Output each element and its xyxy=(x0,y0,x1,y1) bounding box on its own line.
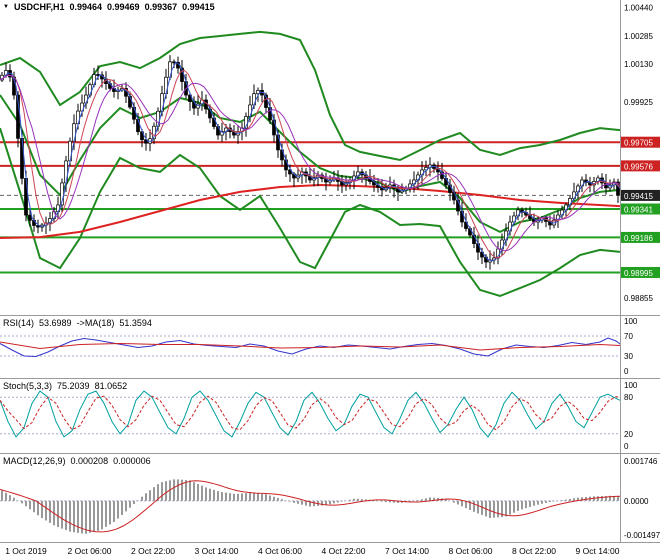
svg-text:0: 0 xyxy=(624,442,629,451)
main-chart-panel: 1.00440 1.00285 1.00130 0.99925 0.98855 0.997… xyxy=(0,0,660,316)
stochastic-canvas[interactable]: 100 80 20 0 xyxy=(0,379,660,453)
fast-moving-averages xyxy=(0,61,621,262)
rsi-panel: 100 70 30 0 RSI(14) 53.6989 ->MA(18) 51.359… xyxy=(0,316,660,379)
bollinger-bands xyxy=(0,30,621,298)
quote-high: 0.99469 xyxy=(107,2,140,12)
svg-text:0.99925: 0.99925 xyxy=(624,98,653,107)
svg-text:0.98855: 0.98855 xyxy=(624,294,653,303)
time-axis-label: 1 Oct 2019 xyxy=(5,546,47,556)
chart-marker-icon: ▼ xyxy=(3,4,9,10)
svg-text:0.0000: 0.0000 xyxy=(624,497,649,506)
time-axis-label: 4 Oct 22:00 xyxy=(321,546,366,556)
svg-text:100: 100 xyxy=(624,381,638,390)
svg-text:80: 80 xyxy=(624,393,633,402)
rsi-ma-name: ->MA(18) xyxy=(76,318,115,328)
stochastic-label: Stoch(5,3,3) 75.2039 81.0652 xyxy=(3,381,127,391)
svg-text:0.98995: 0.98995 xyxy=(624,269,653,278)
svg-text:-0.001497: -0.001497 xyxy=(624,531,660,540)
svg-text:20: 20 xyxy=(624,430,633,439)
svg-text:30: 30 xyxy=(624,352,633,361)
svg-text:0.99186: 0.99186 xyxy=(624,234,653,243)
time-axis-label: 3 Oct 14:00 xyxy=(194,546,239,556)
macd-name: MACD(12,26,9) xyxy=(3,456,66,466)
svg-text:0.001746: 0.001746 xyxy=(624,457,658,466)
time-axis[interactable]: 1 Oct 2019 2 Oct 06:00 2 Oct 22:00 3 Oct 14… xyxy=(0,543,660,560)
svg-text:1.00440: 1.00440 xyxy=(624,3,653,12)
svg-text:1.00130: 1.00130 xyxy=(624,60,653,69)
chart-symbol: USDCHF,H1 xyxy=(13,2,65,12)
price-axis[interactable]: 1.00440 1.00285 1.00130 0.99925 0.98855 0.997… xyxy=(620,0,660,315)
macd-canvas[interactable]: 0.001746 0.0000 -0.001497 xyxy=(0,454,660,542)
macd-label: MACD(12,26,9) 0.000208 0.000006 xyxy=(3,456,151,466)
time-axis-label: 4 Oct 06:00 xyxy=(258,546,302,556)
macd-histogram xyxy=(1,479,619,534)
svg-text:0.99705: 0.99705 xyxy=(624,139,653,148)
main-chart-canvas[interactable]: 1.00440 1.00285 1.00130 0.99925 0.98855 0.997… xyxy=(0,0,660,315)
svg-text:70: 70 xyxy=(624,332,633,341)
stoch-name: Stoch(5,3,3) xyxy=(3,381,53,391)
svg-text:1.00285: 1.00285 xyxy=(624,32,653,41)
svg-text:0: 0 xyxy=(624,367,629,376)
time-axis-label: 7 Oct 14:00 xyxy=(385,546,429,556)
rsi-value: 53.6989 xyxy=(39,318,72,328)
svg-text:100: 100 xyxy=(624,317,638,326)
quote-low: 0.99367 xyxy=(144,2,178,12)
macd-value: 0.000208 xyxy=(70,456,109,466)
rsi-label: RSI(14) 53.6989 ->MA(18) 51.3594 xyxy=(3,318,152,328)
quote-close: 0.99415 xyxy=(182,2,215,12)
svg-text:0.99576: 0.99576 xyxy=(624,162,653,171)
rsi-canvas[interactable]: 100 70 30 0 xyxy=(0,316,660,378)
slow-moving-average xyxy=(0,183,621,239)
time-axis-label: 8 Oct 06:00 xyxy=(448,546,493,556)
time-axis-label: 8 Oct 22:00 xyxy=(512,546,556,556)
macd-signal-value: 0.000006 xyxy=(113,456,151,466)
stochastic-panel: 100 80 20 0 Stoch(5,3,3) 75.2039 81.0652 xyxy=(0,379,660,454)
rsi-ma-value: 51.3594 xyxy=(119,318,152,328)
time-axis-label: 9 Oct 14:00 xyxy=(575,546,620,556)
rsi-name: RSI(14) xyxy=(3,318,35,328)
quote-open: 0.99464 xyxy=(69,2,103,12)
macd-panel: 0.001746 0.0000 -0.001497 MACD(12,26,9) 0.… xyxy=(0,454,660,543)
svg-text:0.99341: 0.99341 xyxy=(624,205,653,214)
support-resistance-lines xyxy=(0,141,620,274)
time-axis-label: 2 Oct 22:00 xyxy=(131,546,175,556)
chart-title: ▼ USDCHF,H1 0.99464 0.99469 0.99367 0.99… xyxy=(3,2,215,12)
svg-text:0.99415: 0.99415 xyxy=(624,192,653,201)
time-axis-label: 2 Oct 06:00 xyxy=(67,546,112,556)
stoch-value: 75.2039 xyxy=(57,381,90,391)
stoch-signal-value: 81.0652 xyxy=(94,381,128,391)
